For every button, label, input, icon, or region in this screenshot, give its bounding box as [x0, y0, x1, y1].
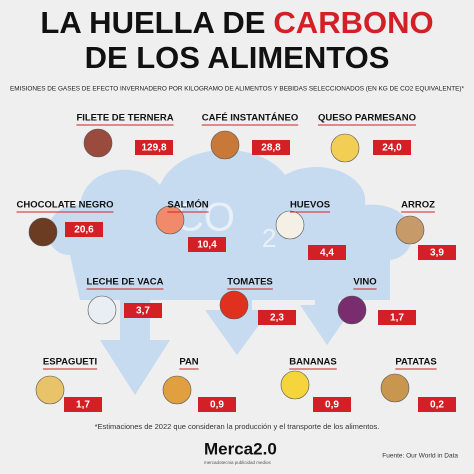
logo: Merca2.0 — [204, 439, 277, 458]
source: Fuente: Our World in Data — [382, 453, 458, 460]
title-a: LA HUELLA DE — [40, 5, 265, 40]
food-item: HUEVOS 4,4 — [275, 200, 346, 260]
food-value: 10,4 — [197, 240, 217, 251]
food-value: 3,7 — [136, 306, 150, 317]
food-name: PAN — [179, 357, 198, 368]
cloud-label: CO — [175, 196, 235, 240]
food-item: PAN 0,9 — [162, 357, 236, 412]
value-box — [313, 397, 351, 412]
food-item: CAFÉ INSTANTÁNEO 28,8 — [201, 113, 299, 160]
food-value: 4,4 — [320, 248, 334, 259]
food-item: SALMÓN 10,4 — [155, 199, 226, 252]
value-box — [418, 245, 456, 260]
food-name: BANANAS — [289, 357, 337, 368]
food-value: 129,8 — [141, 143, 166, 154]
food-icon — [162, 375, 192, 405]
food-value: 20,6 — [74, 225, 94, 236]
value-box — [308, 245, 346, 260]
value-box — [188, 237, 226, 252]
food-item: ESPAGUETI 1,7 — [35, 357, 102, 412]
food-name: VINO — [353, 277, 376, 288]
value-box — [64, 397, 102, 412]
food-item: TOMATES 2,3 — [219, 277, 296, 325]
food-icon — [210, 130, 240, 160]
food-item: QUESO PARMESANO 24,0 — [317, 113, 417, 163]
food-icon — [395, 215, 425, 245]
title-line1: LA HUELLA DE CARBONO — [40, 5, 433, 40]
food-item: PATATAS 0,2 — [380, 357, 456, 412]
food-item: VINO 1,7 — [337, 277, 416, 325]
food-name: LECHE DE VACA — [87, 277, 164, 288]
food-name: CAFÉ INSTANTÁNEO — [202, 113, 298, 124]
food-value: 2,3 — [270, 313, 284, 324]
food-value: 3,9 — [430, 248, 444, 259]
value-box — [418, 397, 456, 412]
food-name: ESPAGUETI — [43, 357, 97, 368]
food-name: HUEVOS — [290, 200, 330, 211]
food-icon — [330, 133, 360, 163]
food-value: 0,9 — [325, 400, 339, 411]
food-icon — [219, 290, 249, 320]
cloud-sub: 2 — [262, 223, 276, 253]
value-box — [258, 310, 296, 325]
food-name: PATATAS — [395, 357, 436, 368]
food-item: ARROZ 3,9 — [395, 200, 456, 260]
value-box — [378, 310, 416, 325]
food-name: ARROZ — [401, 200, 435, 211]
note: *Estimaciones de 2022 que consideran la … — [95, 422, 380, 431]
food-item: BANANAS 0,9 — [280, 357, 351, 412]
value-box — [373, 140, 411, 155]
food-item: CHOCOLATE NEGRO 20,6 — [16, 200, 114, 247]
value-box — [252, 140, 290, 155]
food-icon — [28, 217, 58, 247]
food-icon — [87, 295, 117, 325]
value-box — [65, 222, 103, 237]
food-icon — [280, 370, 310, 400]
value-box — [135, 140, 173, 155]
food-icon — [155, 205, 185, 235]
food-value: 24,0 — [382, 143, 402, 154]
food-value: 28,8 — [261, 143, 281, 154]
logo-tagline: mercadotecnia publicidad medios — [204, 460, 272, 465]
food-item: FILETE DE TERNERA 129,8 — [76, 113, 174, 158]
food-name: CHOCOLATE NEGRO — [17, 200, 114, 211]
food-icon — [35, 375, 65, 405]
food-name: QUESO PARMESANO — [318, 113, 416, 124]
food-value: 1,7 — [76, 400, 90, 411]
food-value: 0,9 — [210, 400, 224, 411]
food-value: 1,7 — [390, 313, 404, 324]
value-box — [124, 303, 162, 318]
food-name: SALMÓN — [167, 199, 208, 211]
subtitle: EMISIONES DE GASES DE EFECTO INVERNADERO… — [10, 86, 464, 93]
food-name: TOMATES — [227, 277, 273, 288]
value-box — [198, 397, 236, 412]
title-b: CARBONO — [273, 5, 433, 40]
food-icon — [337, 295, 367, 325]
food-icon — [380, 373, 410, 403]
title-line2: DE LOS ALIMENTOS — [85, 40, 390, 75]
food-name: FILETE DE TERNERA — [76, 113, 173, 124]
food-icon — [275, 210, 305, 240]
food-item: LECHE DE VACA 3,7 — [86, 277, 164, 325]
food-icon — [83, 128, 113, 158]
food-value: 0,2 — [430, 400, 444, 411]
